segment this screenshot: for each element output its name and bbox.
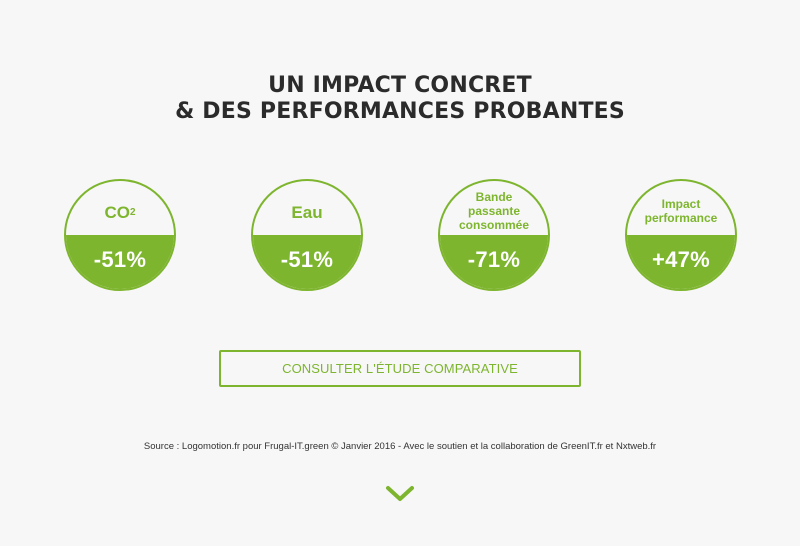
stat-value: -51% <box>66 235 174 289</box>
stat-label-line: consommée <box>458 218 530 232</box>
stat-circle-co2: CO 2 -51% <box>64 179 176 291</box>
stat-label-text: CO <box>104 203 130 222</box>
headline-line-2: & DES PERFORMANCES PROBANTES <box>175 99 625 124</box>
stat-value: -51% <box>253 235 361 289</box>
stat-label: Eau <box>291 203 323 222</box>
stat-label-line: Impact <box>661 197 701 211</box>
stat-value: +47% <box>627 235 735 289</box>
consult-study-button[interactable]: CONSULTER L'ÉTUDE COMPARATIVE <box>219 350 581 387</box>
stat-circle-impact-performance: Impact performance +47% <box>625 179 737 291</box>
stat-label: Impact performance <box>627 181 735 235</box>
section-headline: UN IMPACT CONCRET & DES PERFORMANCES PRO… <box>0 73 800 125</box>
stat-value: -71% <box>440 235 548 289</box>
stat-circle-eau: Eau -51% <box>251 179 363 291</box>
stat-label: CO 2 <box>104 203 136 222</box>
headline-line-1: UN IMPACT CONCRET <box>268 73 532 98</box>
chevron-down-icon[interactable] <box>385 484 415 504</box>
source-credit: Source : Logomotion.fr pour Frugal-IT.gr… <box>143 441 657 452</box>
stat-label-line: Bande <box>475 190 513 204</box>
stat-label-line: performance <box>644 211 718 225</box>
stat-label: Bande passante consommée <box>440 181 548 235</box>
stat-label-line: passante <box>467 204 521 218</box>
stat-circle-bande-passante: Bande passante consommée -71% <box>438 179 550 291</box>
